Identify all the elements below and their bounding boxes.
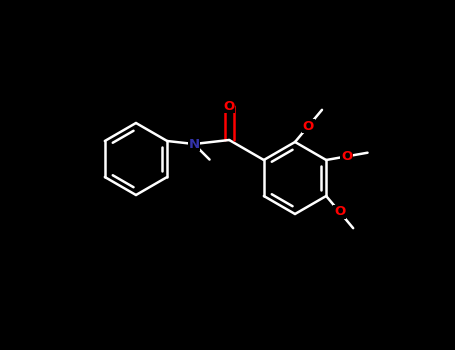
Text: O: O	[334, 205, 345, 218]
Text: N: N	[188, 138, 200, 150]
Text: O: O	[303, 120, 314, 133]
Text: O: O	[341, 150, 352, 163]
Text: O: O	[223, 99, 235, 112]
